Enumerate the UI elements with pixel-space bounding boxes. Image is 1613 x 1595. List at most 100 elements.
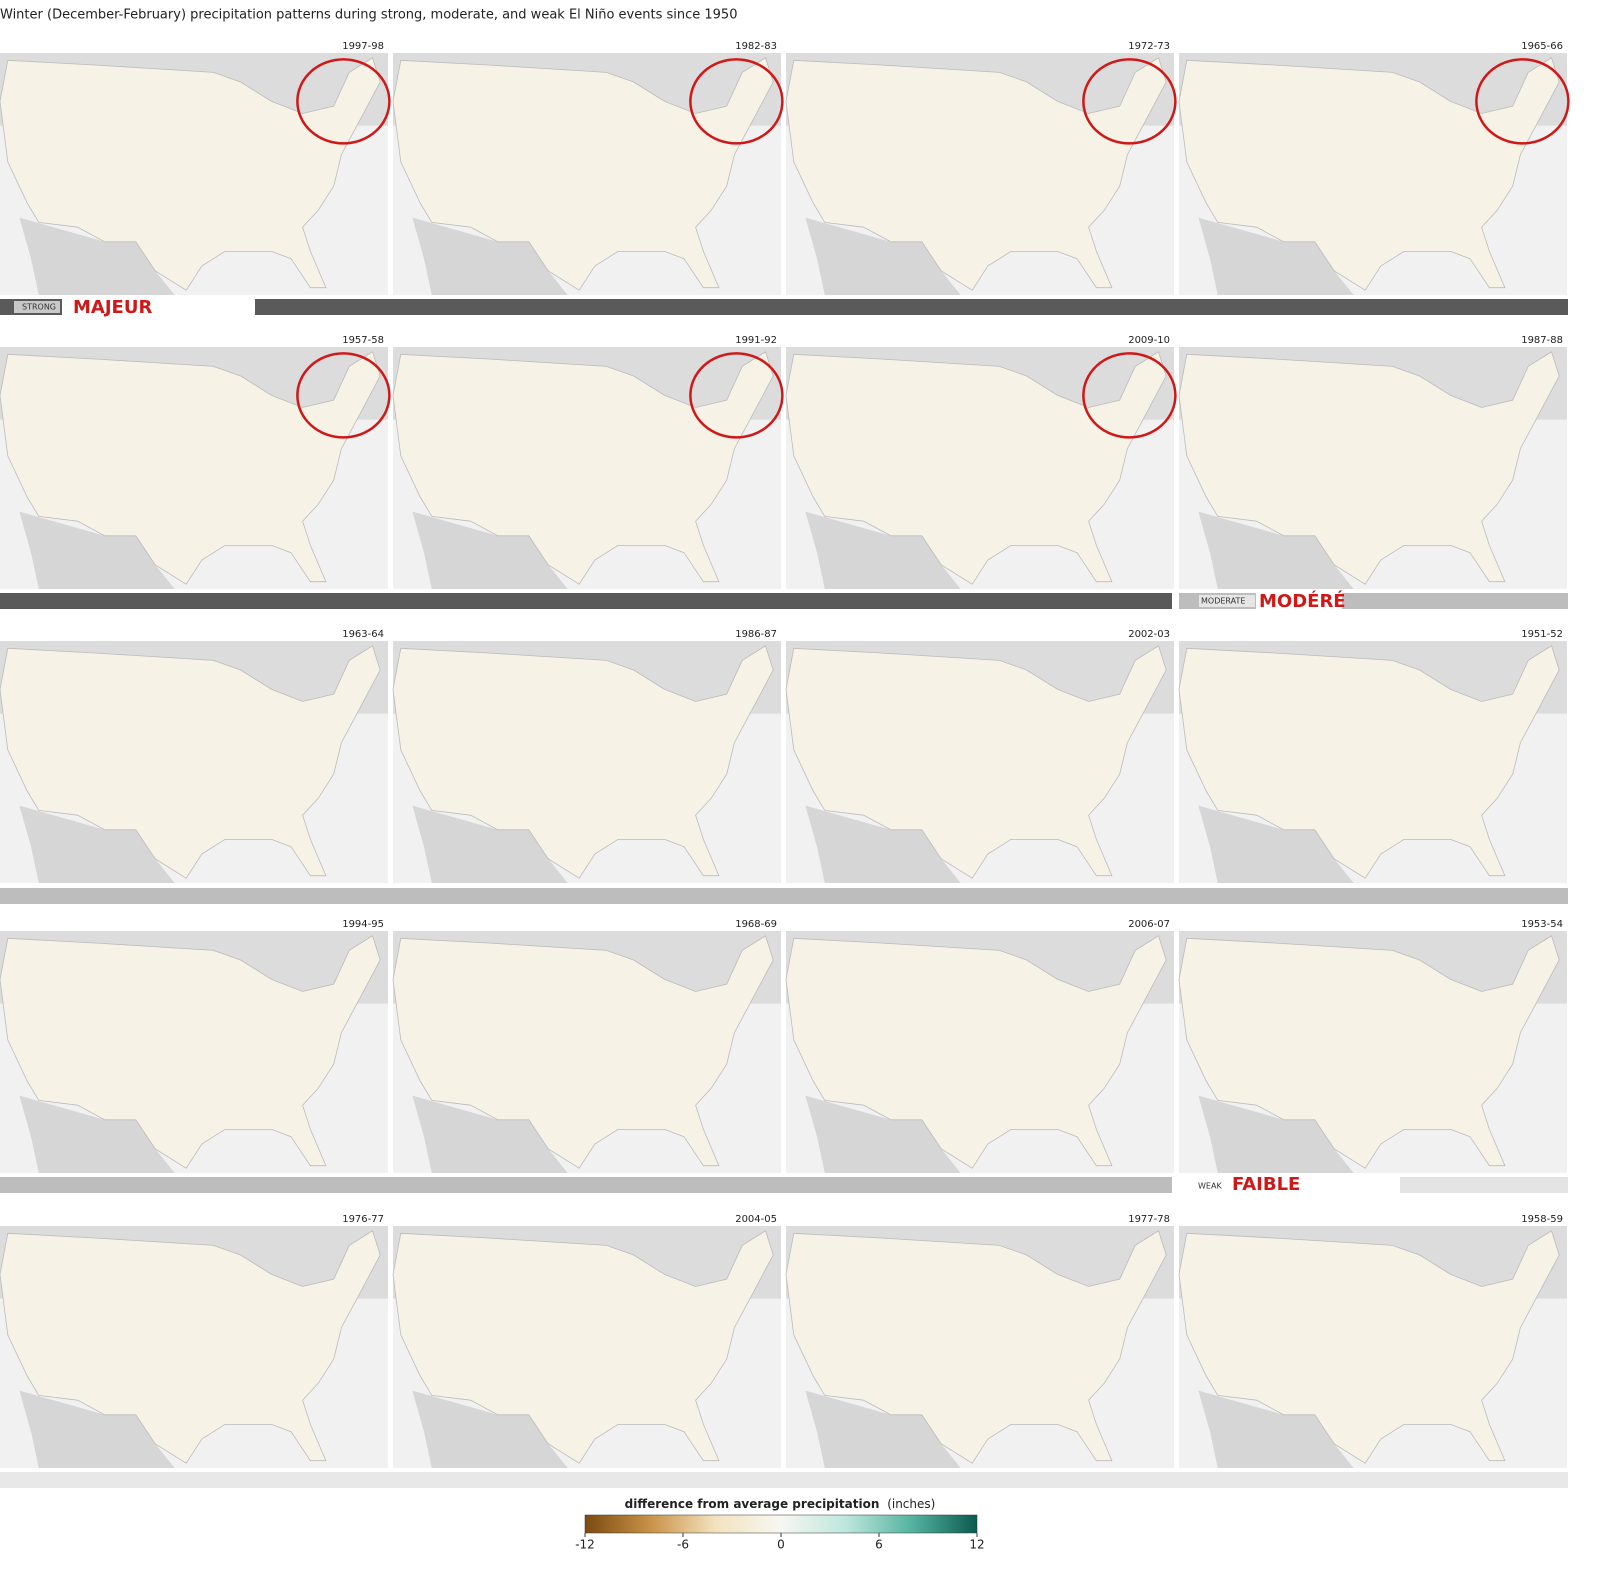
- panel-year: 1977-78: [1128, 1214, 1170, 1225]
- mexico: [19, 217, 175, 295]
- strong-band: [0, 593, 1172, 609]
- us-map: [785, 57, 1167, 291]
- mexico: [805, 511, 961, 589]
- map-panel: 1982-83: [392, 41, 784, 295]
- mexico: [805, 1095, 961, 1173]
- mexico: [1198, 217, 1354, 295]
- legend-tick-label: 6: [875, 1538, 883, 1552]
- strong-band: [255, 299, 1568, 315]
- weak-label: WEAK: [1198, 1182, 1222, 1191]
- weak-translation: FAIBLE: [1232, 1174, 1300, 1195]
- panel-year: 1957-58: [342, 335, 384, 346]
- map-panel: 1968-69: [392, 919, 781, 1173]
- highlight-circle: [689, 58, 784, 145]
- mexico: [19, 805, 175, 883]
- map-panel: 1997-98: [0, 41, 391, 295]
- legend-tick-label: 12: [969, 1538, 984, 1552]
- weak-band: [1400, 1177, 1568, 1193]
- strong-label: STRONG: [22, 303, 56, 312]
- highlight-circle: [296, 58, 391, 145]
- mexico: [19, 1095, 175, 1173]
- mexico: [19, 511, 175, 589]
- panel-year: 1991-92: [735, 335, 777, 346]
- moderate-tag-bg: [1256, 591, 1342, 611]
- map-panel: 2002-03: [785, 629, 1174, 883]
- map-panel: 1951-52: [1178, 629, 1567, 883]
- legend-title-text: difference from average precipitation: [625, 1497, 880, 1511]
- us-map: [0, 1230, 381, 1464]
- highlight-circle: [1082, 352, 1177, 439]
- panel-year: 1976-77: [342, 1214, 384, 1225]
- moderate-band: [0, 1177, 1172, 1193]
- map-panel: 1991-92: [392, 335, 784, 589]
- panel-year: 1982-83: [735, 41, 777, 52]
- us-map: [392, 935, 774, 1169]
- panel-year: 1965-66: [1521, 41, 1563, 52]
- moderate-band: [0, 888, 1568, 904]
- mexico: [1198, 805, 1354, 883]
- map-panel: 1986-87: [392, 629, 781, 883]
- panel-year: 2009-10: [1128, 335, 1170, 346]
- map-panel: 1957-58: [0, 335, 391, 589]
- strong-tag: [14, 301, 60, 313]
- legend-unit: (inches): [887, 1497, 935, 1511]
- title: Winter (December-February) precipitation…: [0, 8, 737, 23]
- mexico: [1198, 1390, 1354, 1468]
- map-panel: 1965-66: [1178, 41, 1570, 295]
- panel-year: 1987-88: [1521, 335, 1563, 346]
- mexico: [805, 1390, 961, 1468]
- map-panel: 1977-78: [785, 1214, 1174, 1468]
- panel-year: 1986-87: [735, 629, 777, 640]
- mexico: [1198, 511, 1354, 589]
- highlight-circle: [1475, 58, 1570, 145]
- us-map: [0, 351, 381, 585]
- strong-translation: MAJEUR: [73, 297, 152, 318]
- panel-year: 1972-73: [1128, 41, 1170, 52]
- us-map: [1178, 57, 1560, 291]
- us-map: [392, 645, 774, 879]
- map-panel: 1972-73: [785, 41, 1177, 295]
- map-panel: 1976-77: [0, 1214, 388, 1468]
- weak-band: [0, 1472, 1568, 1488]
- map-panel: 1953-54: [1178, 919, 1567, 1173]
- map-panel: 2006-07: [785, 919, 1174, 1173]
- mexico: [805, 805, 961, 883]
- moderate-translation: MODÉRÉ: [1259, 590, 1346, 612]
- panel-year: 2004-05: [735, 1214, 777, 1225]
- legend-tick-label: 0: [777, 1538, 785, 1552]
- highlight-circle: [689, 352, 784, 439]
- legend: difference from average precipitation (i…: [575, 1497, 984, 1552]
- us-map: [785, 935, 1167, 1169]
- map-panel: 1987-88: [1178, 335, 1567, 589]
- us-map: [392, 57, 774, 291]
- panel-year: 1963-64: [342, 629, 384, 640]
- mexico: [412, 1390, 568, 1468]
- us-map: [785, 645, 1167, 879]
- panel-year: 1994-95: [342, 919, 384, 930]
- mexico: [412, 1095, 568, 1173]
- us-map: [0, 935, 381, 1169]
- legend-tick-label: -12: [575, 1538, 595, 1552]
- mexico: [412, 217, 568, 295]
- mexico: [805, 217, 961, 295]
- us-map: [392, 1230, 774, 1464]
- moderate-label: MODERATE: [1201, 597, 1245, 606]
- map-panel: 2009-10: [785, 335, 1177, 589]
- us-map: [392, 351, 774, 585]
- color-bar: [584, 1514, 978, 1534]
- legend-title: difference from average precipitation (i…: [625, 1497, 936, 1511]
- legend-tick-label: -6: [677, 1538, 689, 1552]
- panel-year: 1958-59: [1521, 1214, 1563, 1225]
- us-map: [1178, 935, 1560, 1169]
- us-map: [0, 645, 381, 879]
- mexico: [412, 511, 568, 589]
- us-map: [1178, 645, 1560, 879]
- map-panel: 1963-64: [0, 629, 388, 883]
- mexico: [19, 1390, 175, 1468]
- mexico: [1198, 1095, 1354, 1173]
- map-panel: 1994-95: [0, 919, 388, 1173]
- us-map: [1178, 1230, 1560, 1464]
- us-map: [1178, 351, 1560, 585]
- highlight-circle: [1082, 58, 1177, 145]
